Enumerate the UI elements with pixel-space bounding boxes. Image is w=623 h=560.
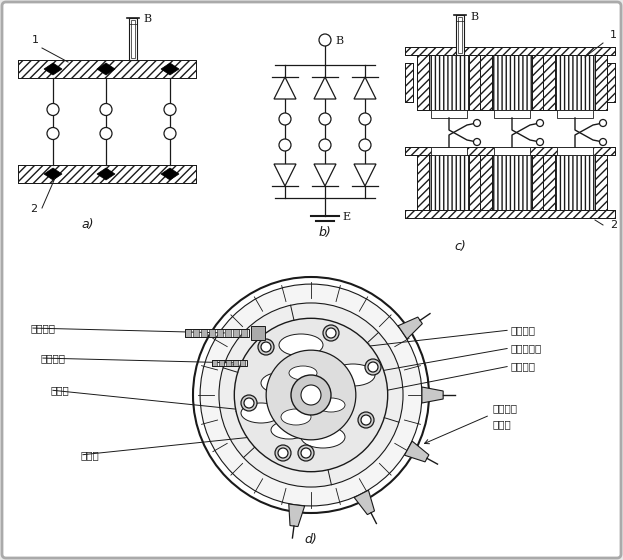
Bar <box>469 155 481 210</box>
Bar <box>532 155 544 210</box>
Polygon shape <box>354 164 376 186</box>
Polygon shape <box>314 77 336 99</box>
Bar <box>555 55 595 110</box>
Polygon shape <box>354 77 376 99</box>
Text: 2: 2 <box>30 204 37 214</box>
Circle shape <box>536 119 543 127</box>
Circle shape <box>258 339 274 355</box>
Bar <box>240 360 245 366</box>
Circle shape <box>319 139 331 151</box>
Polygon shape <box>404 441 429 462</box>
Bar <box>480 55 492 110</box>
Bar <box>212 360 217 366</box>
Text: 1: 1 <box>610 30 617 40</box>
Ellipse shape <box>301 426 345 448</box>
Bar <box>429 155 469 210</box>
Text: 勵磁接柱: 勵磁接柱 <box>40 353 65 363</box>
Circle shape <box>47 128 59 139</box>
Bar <box>225 329 231 337</box>
Bar <box>405 147 615 155</box>
Text: 正極板: 正極板 <box>50 385 69 395</box>
Circle shape <box>361 415 371 425</box>
Bar <box>241 329 247 337</box>
Text: 負極板: 負極板 <box>80 450 99 460</box>
Circle shape <box>47 104 59 115</box>
Circle shape <box>319 34 331 46</box>
Circle shape <box>241 395 257 411</box>
Bar <box>429 155 469 210</box>
Circle shape <box>368 362 378 372</box>
Bar <box>217 329 223 337</box>
Bar <box>557 147 593 155</box>
Bar <box>469 55 481 110</box>
Bar <box>469 155 481 210</box>
Bar <box>209 329 215 337</box>
Bar <box>405 47 615 55</box>
Circle shape <box>278 448 288 458</box>
Bar <box>543 155 555 210</box>
Ellipse shape <box>281 409 311 425</box>
Text: 1: 1 <box>32 35 39 45</box>
Ellipse shape <box>279 334 323 356</box>
Bar <box>405 47 615 55</box>
Polygon shape <box>314 164 336 186</box>
Ellipse shape <box>304 384 328 396</box>
Bar <box>405 210 615 218</box>
Bar <box>251 326 265 340</box>
Text: B: B <box>335 36 343 46</box>
Bar <box>469 55 481 110</box>
Ellipse shape <box>308 364 344 382</box>
Ellipse shape <box>271 421 307 439</box>
Circle shape <box>358 412 374 428</box>
Bar <box>185 329 249 337</box>
Bar <box>405 210 615 218</box>
Bar <box>417 55 429 110</box>
Bar <box>219 360 224 366</box>
Bar <box>129 18 137 60</box>
Polygon shape <box>422 387 443 403</box>
Text: 輸出接柱: 輸出接柱 <box>30 323 55 333</box>
Circle shape <box>301 448 311 458</box>
Circle shape <box>164 128 176 139</box>
Bar <box>226 360 231 366</box>
Circle shape <box>365 359 381 375</box>
Bar <box>431 147 467 155</box>
Bar <box>417 55 429 110</box>
Circle shape <box>599 119 607 127</box>
Bar <box>212 360 247 366</box>
Circle shape <box>100 128 112 139</box>
Bar <box>543 155 555 210</box>
Ellipse shape <box>241 403 281 423</box>
Bar <box>18 60 196 78</box>
Bar <box>555 155 595 210</box>
Text: B: B <box>470 12 478 22</box>
Bar <box>131 20 135 58</box>
Bar <box>405 210 615 218</box>
Bar <box>555 155 595 210</box>
Polygon shape <box>398 317 422 339</box>
Bar <box>18 165 196 183</box>
Circle shape <box>219 303 403 487</box>
Circle shape <box>301 385 321 405</box>
Circle shape <box>244 398 254 408</box>
Bar <box>555 55 595 110</box>
Circle shape <box>200 284 422 506</box>
Polygon shape <box>161 168 179 180</box>
Bar <box>492 55 532 110</box>
Bar <box>458 17 462 53</box>
Circle shape <box>323 325 339 341</box>
Bar <box>532 155 544 210</box>
Text: 勵磁二極管: 勵磁二極管 <box>510 343 541 353</box>
Bar <box>494 110 530 118</box>
Circle shape <box>326 328 336 338</box>
Bar <box>595 55 607 110</box>
Circle shape <box>164 104 176 115</box>
Circle shape <box>536 138 543 146</box>
Bar <box>185 329 191 337</box>
Circle shape <box>319 113 331 125</box>
Text: d): d) <box>305 533 317 546</box>
Circle shape <box>599 138 607 146</box>
Text: 負二極管: 負二極管 <box>510 361 535 371</box>
Text: a): a) <box>82 218 94 231</box>
